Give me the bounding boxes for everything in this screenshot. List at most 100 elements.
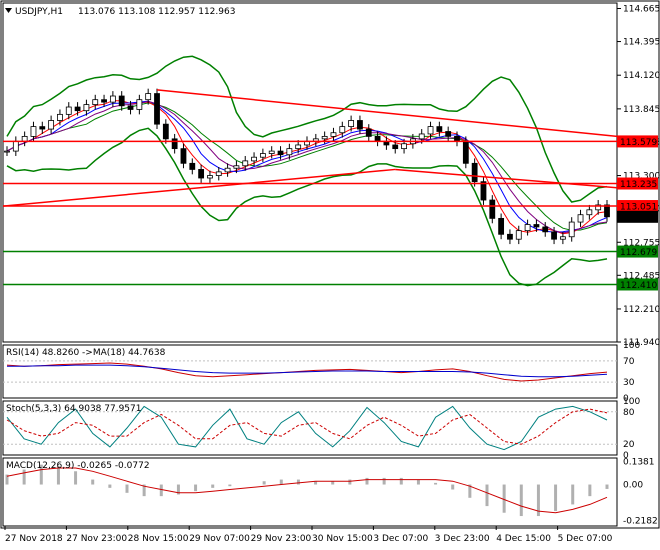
candle-body — [533, 224, 540, 228]
candle-body — [21, 135, 28, 142]
x-tick-label: 3 Dec 23:00 — [435, 534, 490, 544]
bollinger-lower-band — [6, 127, 608, 287]
rsi-line — [6, 362, 608, 382]
level-price-label: 112.963 — [620, 213, 657, 223]
candle-body — [559, 236, 566, 240]
level-price-tag — [617, 278, 658, 291]
candle-body — [83, 104, 90, 112]
y-tick-label: 112.485 — [623, 271, 660, 281]
candle-body — [392, 144, 399, 150]
candle-body — [233, 165, 240, 169]
x-tick-label: 28 Nov 15:00 — [128, 534, 189, 544]
candle-body — [101, 99, 107, 103]
macd-tick-label: 0.00 — [623, 481, 643, 491]
candle-body — [365, 128, 372, 137]
candle-body — [595, 204, 602, 211]
macd-header: MACD(12,26,9) -0.0265 -0.0772 — [6, 461, 150, 471]
candle-body — [489, 199, 496, 219]
candle-body — [480, 181, 487, 201]
stoch-tick-label: 20 — [623, 440, 635, 450]
candle-body — [30, 126, 37, 137]
collapse-triangle-icon[interactable] — [5, 8, 12, 13]
rsi-tick-label: 100 — [623, 341, 640, 351]
candle-body — [357, 120, 363, 130]
y-tick-label: 113.300 — [623, 172, 660, 182]
candle-body — [251, 156, 257, 162]
rsi-ma-line — [7, 364, 608, 378]
candle-body — [154, 93, 160, 125]
bollinger-upper-band — [6, 55, 608, 203]
rsi-tick-label: 30 — [623, 378, 635, 388]
x-tick-label: 30 Nov 15:00 — [312, 534, 373, 544]
y-tick-label: 112.210 — [623, 305, 660, 315]
level-price-tag — [617, 210, 658, 223]
y-tick-label: 114.395 — [623, 38, 660, 48]
rsi-header: RSI(14) 48.8260 ->MA(18) 44.7638 — [6, 348, 166, 358]
candle-body — [507, 233, 513, 240]
y-tick-label: 112.755 — [623, 238, 660, 248]
candle-body — [586, 209, 593, 216]
y-tick-label: 113.845 — [623, 105, 660, 115]
candle-body — [604, 204, 610, 218]
candle-body — [568, 221, 575, 238]
candle-body — [471, 162, 478, 183]
candle-body — [401, 143, 407, 150]
candle-body — [445, 131, 452, 137]
candle-body — [374, 135, 381, 142]
x-tick-label: 29 Nov 23:00 — [251, 534, 312, 544]
y-tick-label: 114.665 — [623, 5, 660, 15]
level-price-tag — [617, 245, 658, 258]
candle-body — [524, 224, 531, 232]
candle-body — [65, 106, 72, 115]
bollinger-middle-band — [6, 102, 608, 231]
panel-sto — [2, 400, 618, 456]
candle-body — [286, 148, 293, 156]
y-tick-label: 114.120 — [623, 71, 660, 81]
candle-body — [12, 140, 19, 152]
candle-body — [498, 217, 505, 235]
stoch-tick-label: 80 — [623, 408, 635, 418]
x-tick-label: 27 Nov 2018 — [5, 534, 63, 544]
trendline-upper — [156, 89, 618, 138]
y-tick-label: 111.940 — [623, 338, 660, 348]
candle-body — [189, 162, 196, 170]
stoch-signal-line — [6, 408, 608, 445]
panel-main — [2, 2, 618, 343]
candle-body — [242, 160, 249, 167]
candle-body — [145, 93, 152, 101]
level-price-label: 113.579 — [620, 138, 657, 148]
candle-body — [418, 133, 425, 140]
panel-macd — [2, 457, 618, 527]
macd-tick-label: 0.1381 — [623, 458, 655, 468]
candle-body — [57, 113, 63, 121]
rsi-tick-label: 0 — [623, 394, 629, 404]
candle-body — [127, 105, 134, 110]
macd-tick-label: -0.2182 — [623, 517, 658, 527]
moving-average-purple — [6, 100, 608, 234]
level-price-tag — [617, 135, 658, 148]
candle-body — [268, 150, 275, 154]
candle-body — [48, 120, 55, 130]
panel-rsi — [2, 344, 618, 399]
candle-body — [109, 95, 116, 103]
level-price-label: 112.679 — [620, 248, 657, 258]
ohlc-values: 113.076 113.108 112.957 112.963 — [78, 7, 235, 17]
candle-body — [330, 132, 337, 137]
candle-body — [348, 120, 355, 128]
x-tick-label: 29 Nov 07:00 — [189, 534, 250, 544]
candle-body — [39, 126, 46, 130]
candle-body — [136, 99, 143, 110]
x-tick-label: 27 Nov 23:00 — [66, 534, 127, 544]
candle-body — [551, 231, 557, 240]
candle-body — [74, 106, 81, 112]
candle-body — [454, 135, 460, 142]
candle-body — [162, 123, 169, 140]
candle-body — [427, 126, 434, 135]
stoch-main-line — [6, 405, 608, 451]
macd-signal-line — [6, 467, 608, 514]
stoch-tick-label: 100 — [623, 397, 640, 407]
x-tick-label: 5 Dec 07:00 — [558, 534, 613, 544]
candle-body — [118, 95, 125, 107]
